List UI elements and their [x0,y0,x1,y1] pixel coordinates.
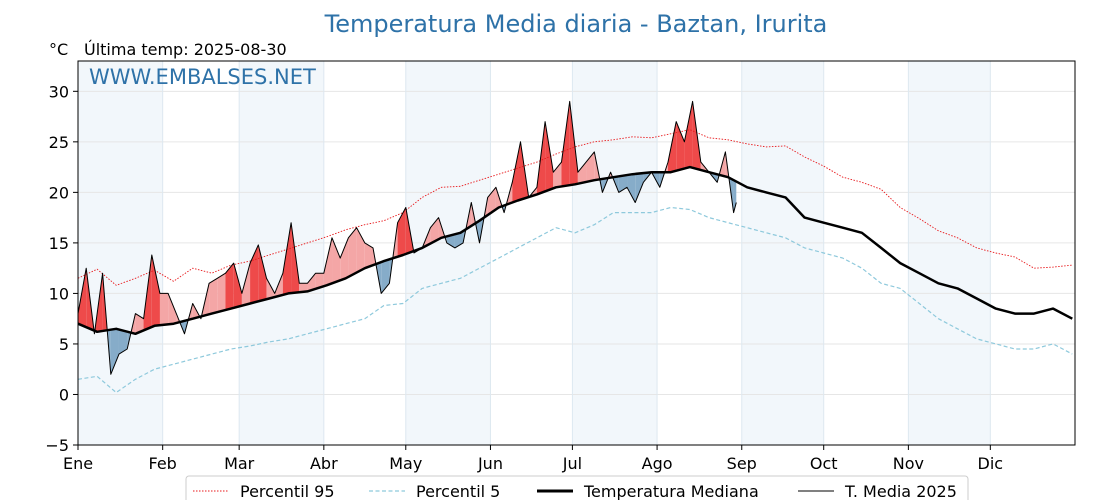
month-shade-ene [78,61,163,445]
x-tick-label-oct: Oct [810,454,838,473]
fill-above-median [225,263,234,311]
month-shade-mar [239,61,324,445]
fill-above-median [168,293,177,325]
y-tick-label: 20 [49,183,69,202]
fill-above-median [340,237,349,281]
fill-below-median [381,259,390,294]
fill-above-median [78,268,87,328]
fill-above-median [577,162,587,184]
fill-above-median [307,273,316,292]
fill-above-median [299,283,308,293]
series-line-current [77,100,737,375]
month-shade-may [405,61,491,445]
x-tick-label-dic: Dic [978,454,1004,473]
x-tick-label-abr: Abr [310,454,338,473]
y-tick-label: 0 [59,385,69,404]
fill-above-median [545,121,554,192]
y-tick-label: 30 [49,82,69,101]
series-line-p5 [77,206,1073,394]
month-shading [78,61,991,445]
fill-above-median [332,237,341,284]
fill-above-median [561,101,570,187]
x-tick-label-sep: Sep [727,454,757,473]
fill-above-median [364,242,374,269]
last-temp-label: Última temp: 2025-08-30 [84,40,287,59]
x-tick-label-ene: Ene [63,454,93,473]
legend-current-label: T. Media 2025 [844,482,957,500]
x-tick-label-jul: Jul [562,454,582,473]
watermark: WWW.EMBALSES.NET [89,65,316,89]
fill-above-median [684,101,693,169]
fill-above-median [512,141,521,203]
x-tick-label-mar: Mar [224,454,255,473]
y-tick-label: 5 [59,335,69,354]
fill-below-median [627,173,636,203]
legend-p5-label: Percentil 5 [416,482,500,500]
plot-frame [77,60,1076,446]
series-line-p95 [77,129,1073,286]
fill-above-median [676,121,685,171]
fill-above-median [356,227,365,273]
y-tick-label: 25 [49,133,69,152]
fill-above-median [209,278,218,315]
series-line-median [77,165,1073,336]
fill-above-median [266,278,275,300]
x-tick-label-ago: Ago [642,454,673,473]
x-tick-label-may: May [389,454,422,473]
legend: Percentil 95 Percentil 5 Temperatura Med… [185,475,969,500]
fill-above-median [282,222,292,295]
fill-above-median [315,273,324,289]
fill-above-median [553,162,562,189]
y-tick-label: −5 [45,436,69,455]
fill-above-median [430,217,439,244]
chart-title: Temperatura Media diaria - Baztan, Iruri… [324,10,828,38]
fill-above-median [586,151,595,182]
fill-below-median [446,234,455,248]
legend-p95-label: Percentil 95 [240,482,335,500]
fill-above-median [241,263,251,306]
y-tick-label: 10 [49,284,69,303]
x-tick-label-feb: Feb [149,454,177,473]
month-shade-nov [908,61,991,445]
fill-below-median [635,173,644,203]
fill-below-median [118,329,128,355]
y-tick-label: 15 [49,234,69,253]
fill-above-median [348,227,357,277]
x-tick-label-jun: Jun [477,454,503,473]
month-shade-sep [741,61,824,445]
fill-above-median [151,255,160,327]
x-tick-label-nov: Nov [893,454,924,473]
fill-below-median [110,329,119,375]
unit-label: °C [49,40,68,59]
fill-above-median [135,313,144,334]
fill-above-median [159,293,169,326]
y-axis: −5 0 5 10 15 20 25 30 [45,82,78,455]
fill-above-median [233,263,242,308]
fill-above-median [668,121,677,173]
fill-above-median [487,187,496,216]
legend-median-label: Temperatura Mediana [583,482,759,500]
fill-above-median [323,237,333,287]
series-lines [77,100,1073,394]
fill-above-median [258,244,267,302]
fill-above-median [217,273,226,313]
x-axis: Ene Feb Mar Abr May Jun Jul Ago Sep Oct Nov Dic [63,445,1003,473]
month-shade-jul [572,61,658,445]
legend-box [185,475,969,500]
